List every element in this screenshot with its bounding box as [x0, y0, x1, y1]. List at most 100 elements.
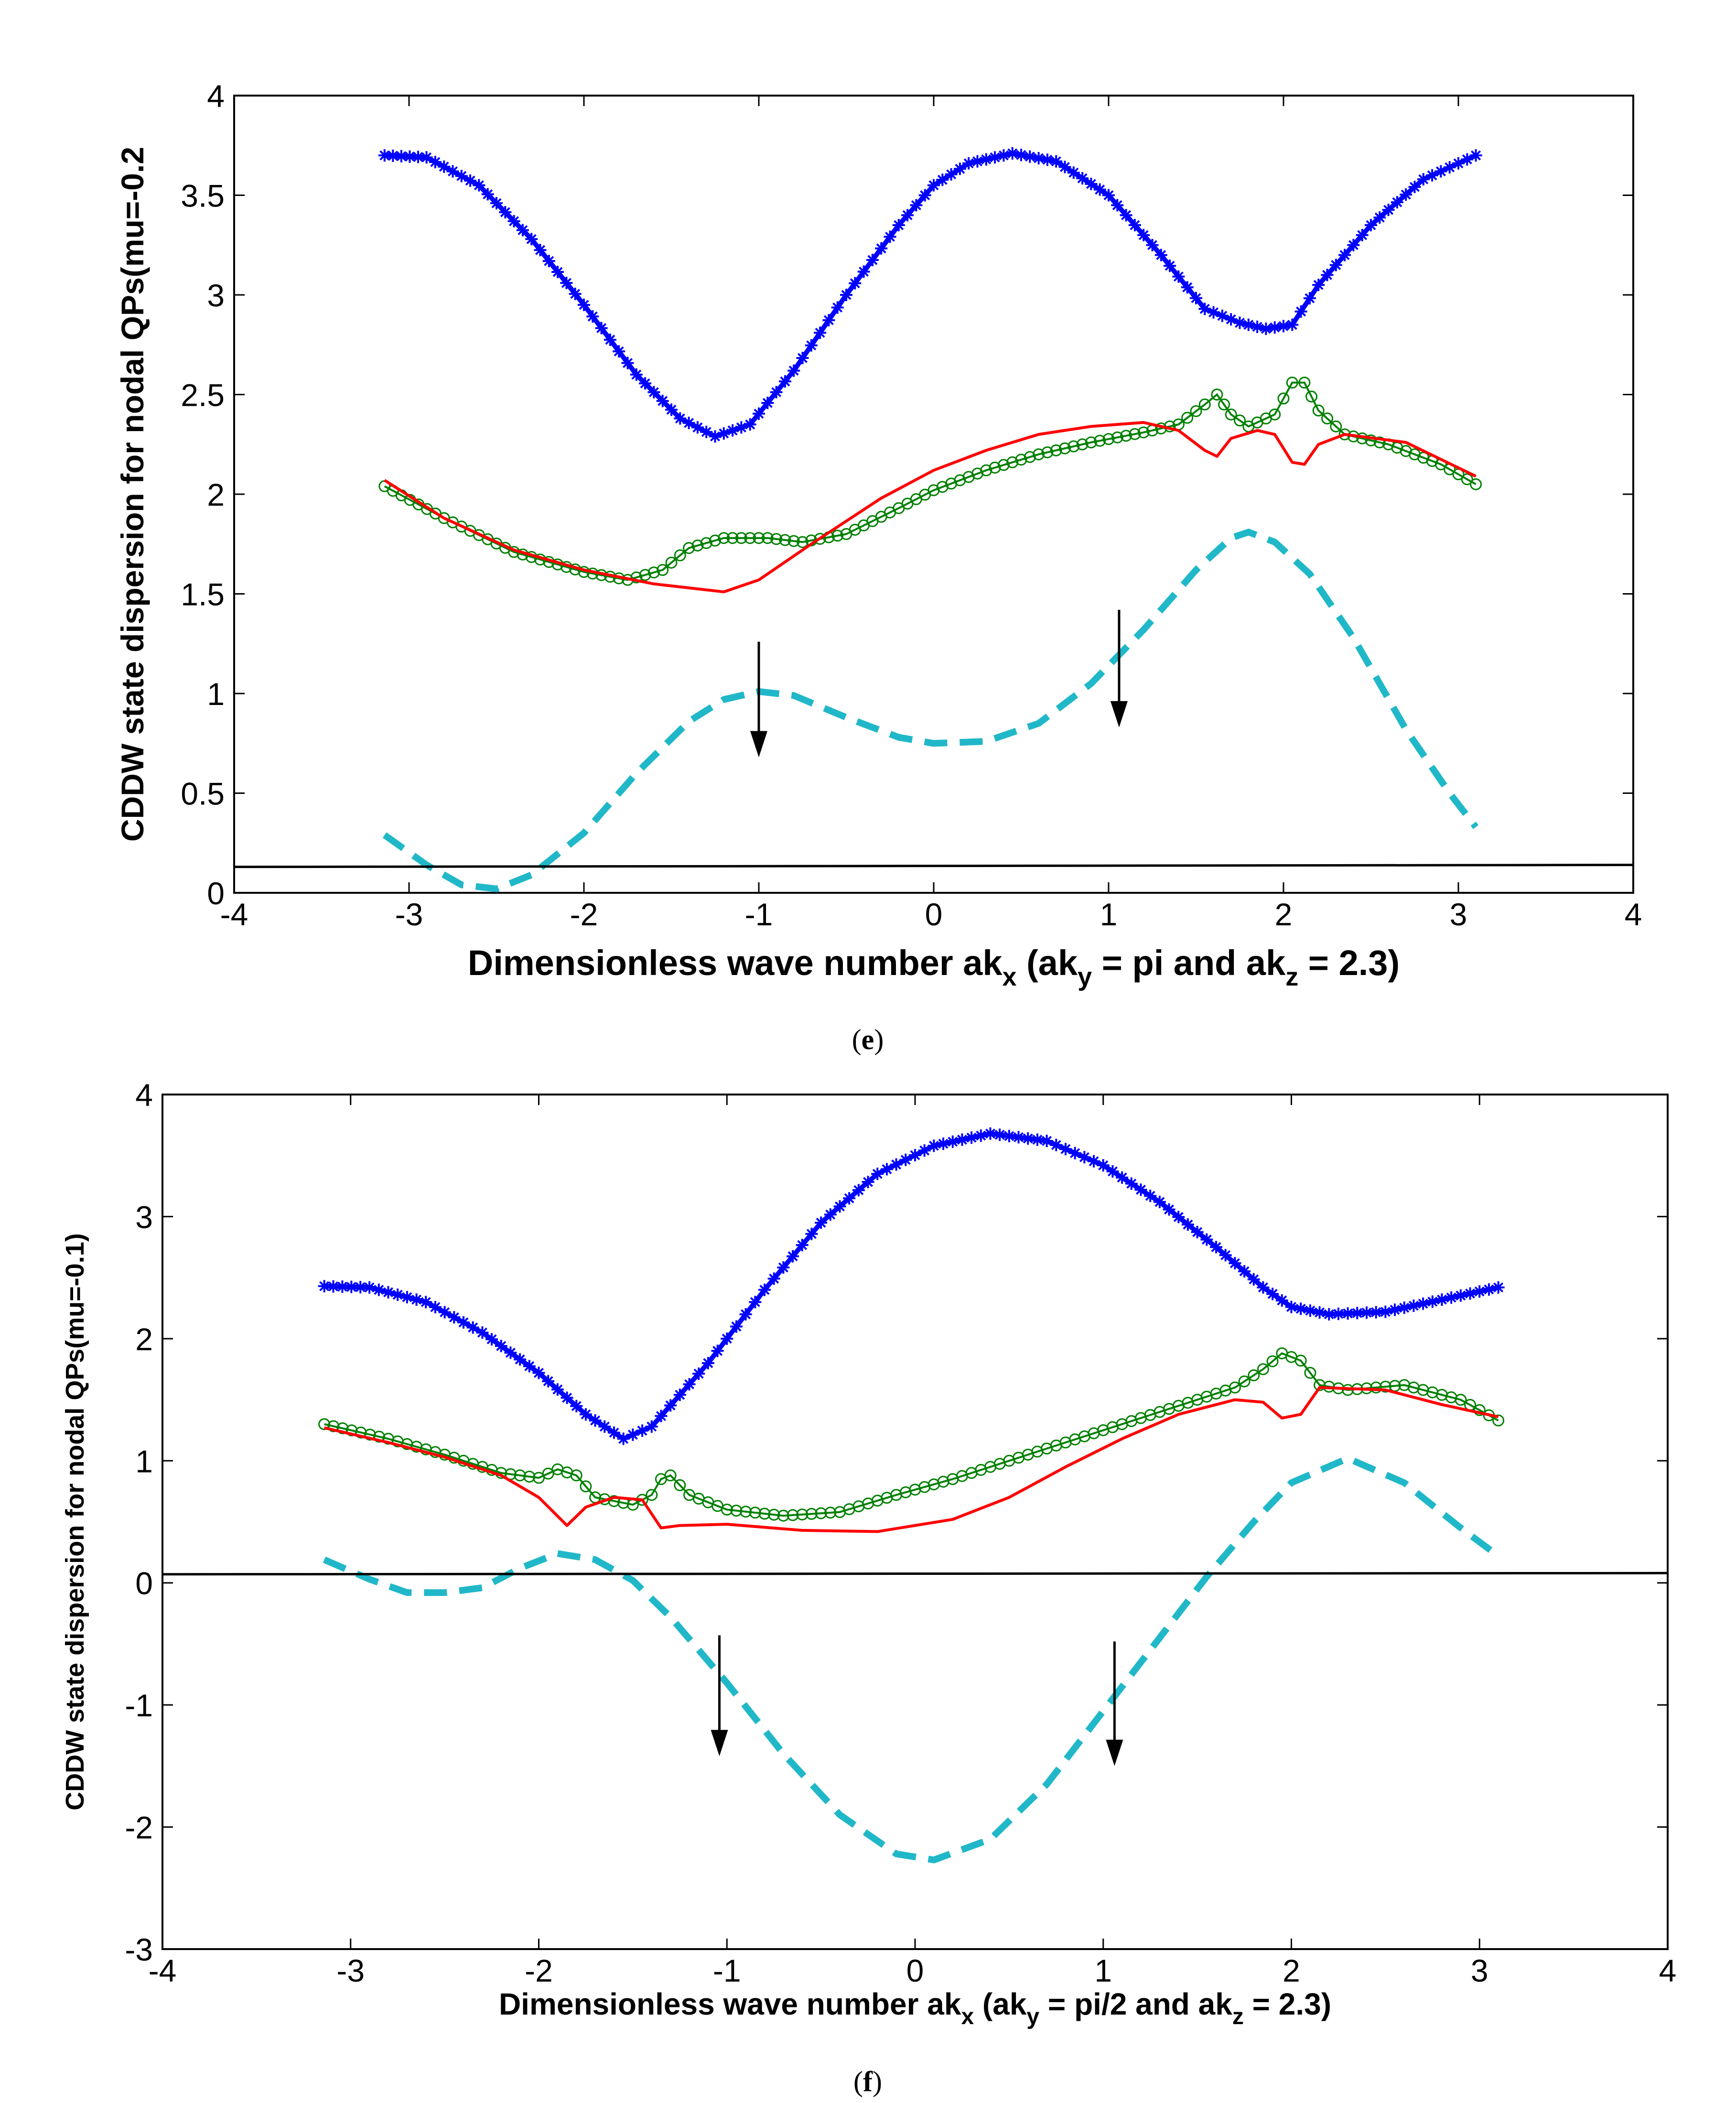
data-point [726, 532, 739, 544]
y-tick-label: 1 [135, 1443, 153, 1479]
data-point [1464, 1287, 1477, 1300]
data-point [1003, 1129, 1015, 1142]
data-point [880, 1163, 893, 1176]
data-point [927, 1139, 940, 1152]
data-point [824, 1507, 837, 1519]
data-point [721, 1332, 733, 1345]
data-point [1294, 1302, 1307, 1315]
data-point [1024, 150, 1036, 163]
data-point [1294, 305, 1307, 318]
data-point [400, 1291, 413, 1304]
data-point [1015, 454, 1027, 466]
data-point [1304, 1366, 1316, 1379]
data-point [1314, 1379, 1326, 1391]
data-point [984, 1127, 997, 1140]
data-point [884, 230, 896, 243]
data-point [1191, 1225, 1204, 1238]
series-green-circle-markers [378, 377, 1482, 586]
data-point [997, 459, 1010, 471]
data-point [560, 276, 573, 289]
data-point [1482, 1283, 1495, 1296]
data-point [1229, 1257, 1241, 1269]
data-point [327, 1420, 340, 1432]
data-point [1137, 228, 1150, 241]
data-point [1341, 1307, 1354, 1320]
data-point [761, 532, 774, 544]
data-point [561, 1391, 573, 1404]
data-point [1154, 249, 1167, 261]
y-tick-label: 3 [207, 278, 225, 313]
data-point [1298, 377, 1311, 389]
data-point [1329, 259, 1342, 271]
data-point [744, 532, 756, 544]
data-point [1225, 408, 1237, 421]
caption-e: (e) [852, 1024, 884, 1055]
data-point [355, 1426, 367, 1439]
data-point [336, 1280, 349, 1293]
data-point [1022, 1132, 1035, 1145]
data-point [1338, 249, 1351, 261]
data-point [787, 1250, 799, 1263]
data-point [1144, 1190, 1157, 1203]
data-point [1216, 309, 1229, 322]
y-tick-label: -3 [125, 1932, 153, 1967]
data-point [1153, 1195, 1166, 1208]
data-point [1461, 153, 1474, 166]
data-point [1452, 157, 1465, 170]
data-point [665, 556, 678, 569]
x-tick-label: 2 [1275, 897, 1293, 932]
data-point [664, 1399, 677, 1412]
data-point [1085, 436, 1097, 449]
data-point [1347, 238, 1360, 251]
data-point [674, 1479, 686, 1491]
data-point [364, 1429, 376, 1441]
caption-f: (f) [853, 2066, 882, 2097]
x-tick-label: -3 [336, 1953, 365, 1988]
data-point [936, 173, 949, 186]
data-point [1356, 228, 1369, 241]
series-cyan-dashed [382, 529, 1479, 892]
series-layer [234, 147, 1634, 892]
data-point [787, 535, 800, 547]
data-point [814, 532, 826, 545]
data-point [1454, 1289, 1467, 1302]
data-point [1006, 456, 1019, 468]
data-point [604, 333, 616, 346]
y-tick-label: -2 [125, 1810, 153, 1845]
data-point [473, 179, 485, 192]
data-point [761, 397, 774, 410]
y-tick-label: 1 [207, 676, 225, 712]
data-point [448, 1311, 461, 1324]
data-point [516, 224, 529, 237]
data-point [1032, 152, 1045, 164]
annotation-layer [750, 609, 1128, 758]
series-blue-star-markers [318, 1127, 1505, 1445]
data-point [657, 564, 669, 576]
data-point [598, 1420, 611, 1433]
series-blue-star-markers [378, 147, 1482, 443]
data-point [717, 427, 730, 440]
y-tick-label: 4 [135, 1077, 153, 1113]
arrow-left-head [711, 1730, 728, 1756]
data-point [1128, 219, 1141, 232]
data-point [1225, 313, 1238, 326]
data-point [971, 155, 984, 168]
data-point [499, 206, 512, 218]
data-point [655, 1409, 668, 1422]
x-tick-label: -3 [395, 897, 423, 932]
data-point [532, 1366, 545, 1379]
data-point [318, 1418, 331, 1431]
data-point [525, 233, 538, 246]
data-point [636, 1424, 649, 1437]
data-point [446, 165, 459, 178]
data-point [1218, 398, 1230, 411]
data-point [1248, 1369, 1260, 1381]
data-point [1106, 1165, 1119, 1178]
data-point [412, 151, 425, 163]
data-point [862, 1176, 874, 1189]
data-point [481, 188, 494, 201]
data-point [630, 571, 643, 584]
data-point [1094, 434, 1106, 447]
data-point [890, 1158, 903, 1171]
